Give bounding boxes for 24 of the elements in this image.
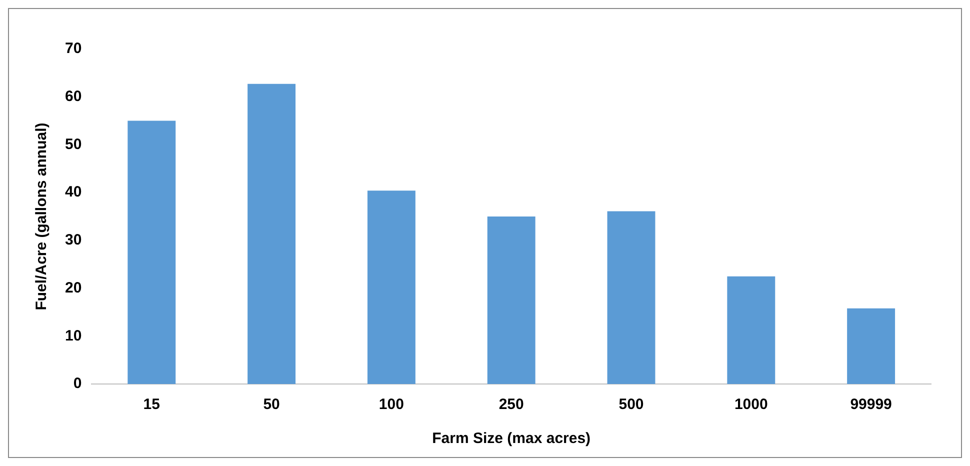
bar <box>487 216 536 384</box>
y-tick-label: 40 <box>64 184 82 201</box>
y-tick-label: 30 <box>64 232 82 249</box>
y-tick-label: 60 <box>64 88 82 105</box>
y-tick-label: 10 <box>64 327 82 344</box>
bar <box>248 84 296 384</box>
y-tick-label: 0 <box>73 375 82 392</box>
x-tick-label: 250 <box>498 396 524 414</box>
bar <box>607 211 656 384</box>
y-tick-label: 50 <box>64 136 82 153</box>
y-tick-label: 20 <box>64 279 82 296</box>
bar <box>847 308 896 384</box>
y-tick-label: 70 <box>64 40 82 58</box>
bar <box>367 190 416 384</box>
x-tick-label: 100 <box>378 396 404 414</box>
bar <box>128 120 176 384</box>
x-tick-label: 99999 <box>850 396 892 414</box>
x-axis-title: Farm Size (max acres) <box>432 430 591 448</box>
y-axis-title: Fuel/Acre (gallons annual) <box>33 122 50 310</box>
x-tick-label: 15 <box>143 396 160 414</box>
bar <box>727 276 776 384</box>
x-tick-label: 50 <box>263 396 280 414</box>
x-tick-label: 500 <box>618 396 644 414</box>
x-tick-label: 1000 <box>734 396 768 414</box>
